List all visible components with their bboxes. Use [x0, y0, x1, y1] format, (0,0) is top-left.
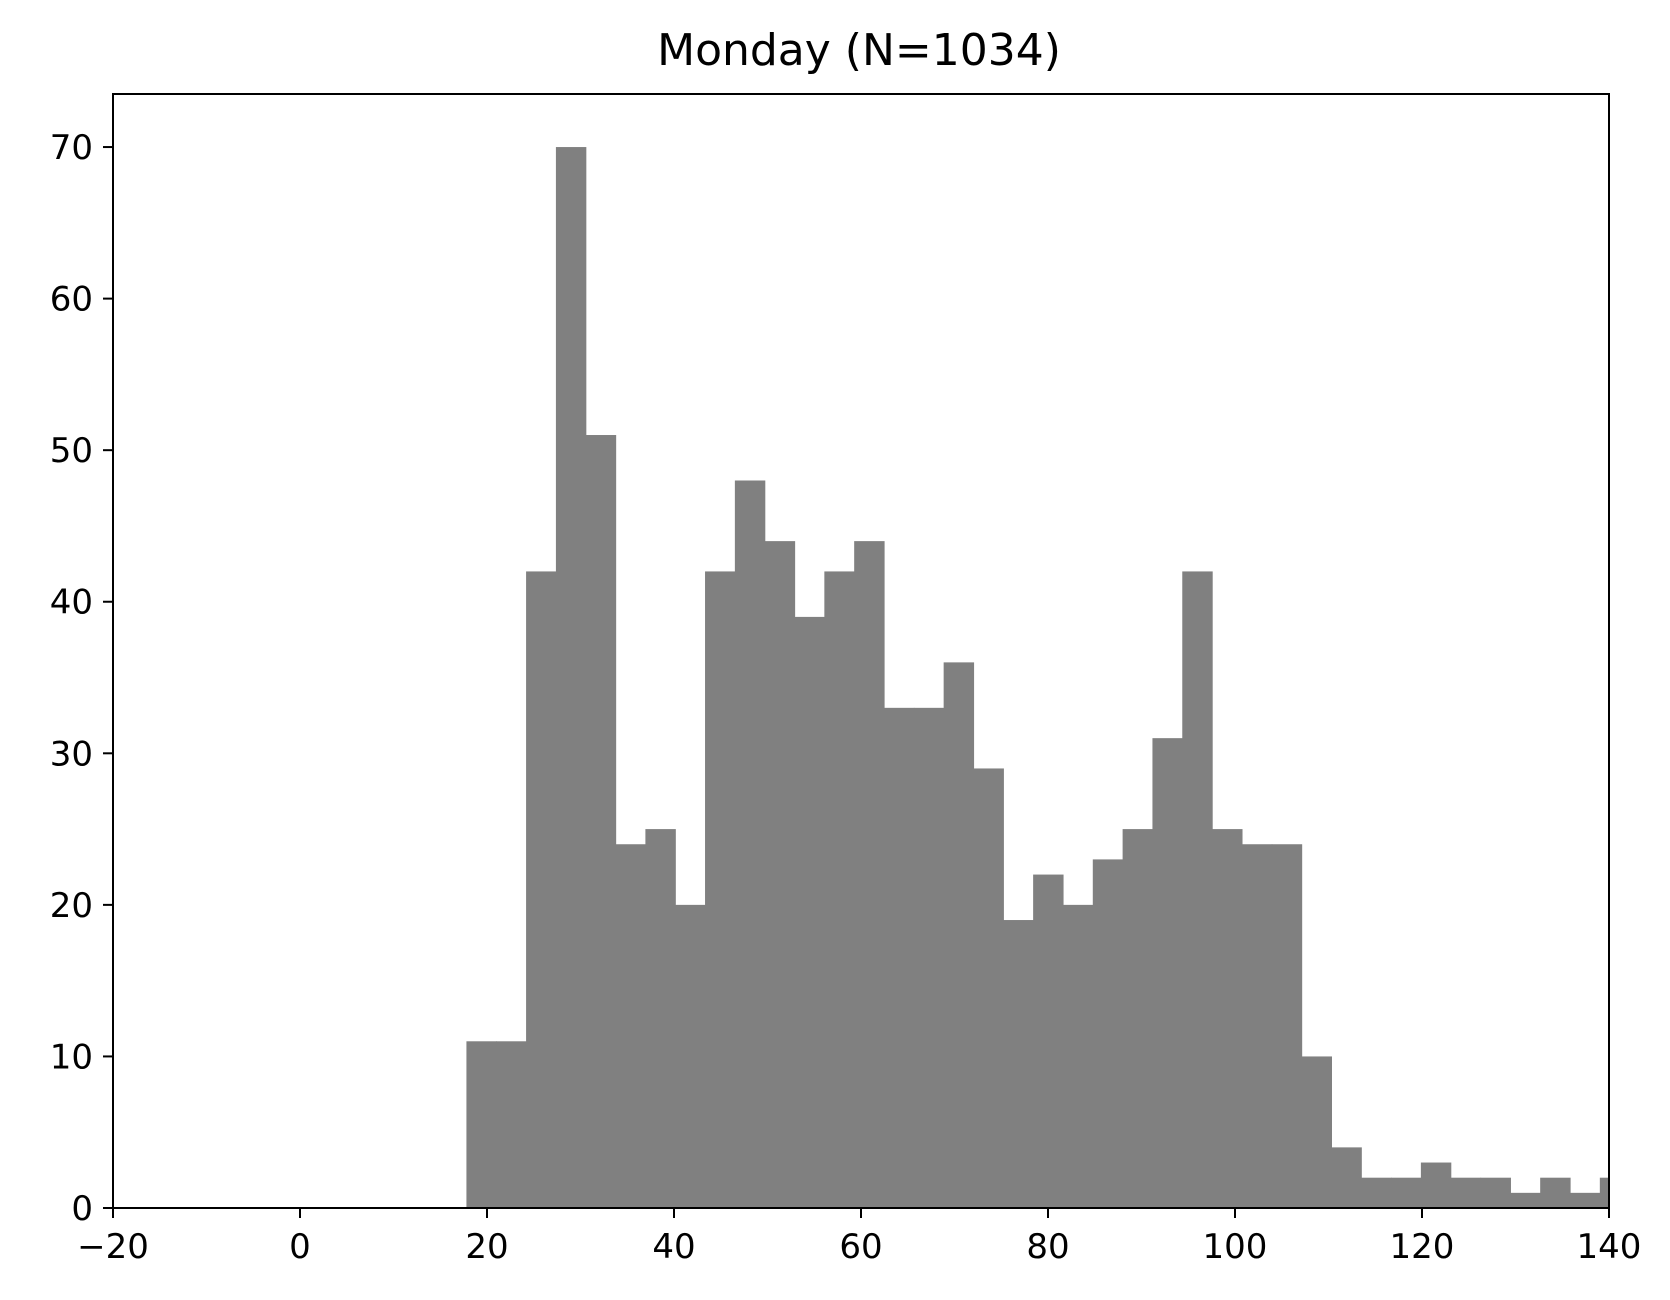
y-axis: 0 10 20 30 40 50 60 70 — [50, 128, 113, 1229]
histogram-bar — [1391, 1177, 1422, 1208]
histogram-bar — [913, 707, 945, 1208]
histogram-bar — [615, 844, 646, 1208]
histogram-bar — [645, 829, 676, 1208]
histogram-bar — [585, 435, 617, 1208]
histogram-bar — [1480, 1177, 1511, 1208]
histogram-bar — [1003, 920, 1034, 1208]
histogram-bar — [1092, 859, 1124, 1208]
x-tick-label: 0 — [289, 1227, 311, 1267]
y-tick-label: 40 — [50, 583, 93, 623]
x-tick-label: 80 — [1026, 1227, 1069, 1267]
x-axis: −20 0 20 40 60 80 100 120 140 — [77, 1208, 1641, 1267]
x-tick-label: 20 — [465, 1227, 508, 1267]
histogram-bar — [555, 147, 587, 1208]
histogram-bar — [1361, 1177, 1392, 1208]
histogram-bar — [1122, 829, 1154, 1208]
x-tick-label: 120 — [1390, 1227, 1455, 1267]
x-tick-label: 140 — [1577, 1227, 1642, 1267]
histogram-bar — [1599, 1177, 1610, 1208]
histogram-bar — [734, 480, 766, 1208]
histogram-bar — [1152, 738, 1183, 1208]
histogram-bar — [1182, 571, 1213, 1208]
histogram-bar — [466, 1041, 497, 1208]
histogram-bar — [973, 768, 1004, 1208]
chart-title: Monday (N=1034) — [657, 25, 1061, 76]
histogram-bar — [1301, 1056, 1332, 1208]
histogram-bar — [764, 541, 796, 1208]
x-tick-label: 40 — [652, 1227, 695, 1267]
histogram-bar — [496, 1041, 527, 1208]
x-tick-label: 60 — [839, 1227, 882, 1267]
histogram-bar — [1062, 904, 1094, 1208]
y-tick-label: 0 — [71, 1189, 93, 1229]
histogram-bar — [1570, 1192, 1601, 1208]
histogram-bar — [1540, 1177, 1571, 1208]
histogram-bar — [1212, 829, 1243, 1208]
y-tick-label: 20 — [50, 886, 93, 926]
y-tick-label: 70 — [50, 128, 93, 168]
y-tick-label: 30 — [50, 734, 93, 774]
bars-layer — [466, 147, 1610, 1208]
histogram-bar — [1271, 844, 1303, 1208]
histogram-bar — [1241, 844, 1273, 1208]
x-tick-label: 100 — [1203, 1227, 1268, 1267]
histogram-bar — [794, 616, 825, 1208]
histogram-bar — [943, 662, 975, 1208]
histogram-bar — [1420, 1162, 1452, 1208]
histogram-bar — [675, 904, 706, 1208]
histogram-bar — [1331, 1147, 1362, 1208]
x-tick-label: −20 — [77, 1227, 149, 1267]
histogram-bar — [824, 571, 855, 1208]
histogram-bar — [884, 707, 915, 1208]
histogram-bar — [705, 571, 736, 1208]
y-tick-label: 60 — [50, 280, 93, 320]
y-tick-label: 10 — [50, 1037, 93, 1077]
histogram-bar — [1450, 1177, 1482, 1208]
histogram-bar — [1033, 874, 1064, 1208]
histogram-bar — [1510, 1192, 1541, 1208]
histogram-bar — [854, 541, 885, 1208]
histogram-bar — [526, 571, 557, 1208]
y-tick-label: 50 — [50, 431, 93, 471]
